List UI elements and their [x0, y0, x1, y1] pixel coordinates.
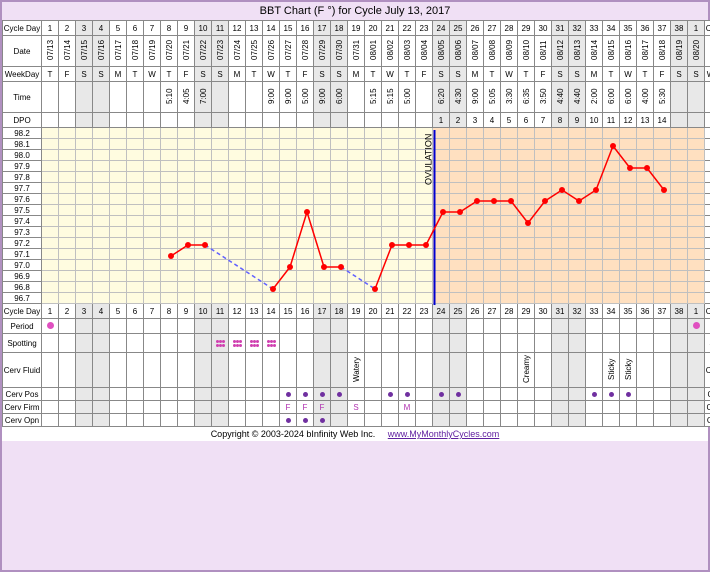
temp-point [559, 187, 565, 193]
temp-point [525, 220, 531, 226]
temp-point [304, 209, 310, 215]
temp-point [576, 198, 582, 204]
temp-point [627, 165, 633, 171]
temperature-line-chart: OVULATION [2, 2, 710, 574]
temp-point [321, 264, 327, 270]
temp-point [168, 253, 174, 259]
temp-point [474, 198, 480, 204]
temp-point [406, 242, 412, 248]
temp-point [491, 198, 497, 204]
temp-point [542, 198, 548, 204]
temp-point [389, 242, 395, 248]
temp-point [338, 264, 344, 270]
temp-point [423, 242, 429, 248]
ovulation-label: OVULATION [424, 134, 434, 185]
temp-point [457, 209, 463, 215]
temp-point [270, 286, 276, 292]
temp-point [202, 242, 208, 248]
temp-point [440, 209, 446, 215]
bbt-chart-container: BBT Chart (F °) for Cycle July 13, 2017 … [0, 0, 710, 572]
temp-point [287, 264, 293, 270]
temp-point [644, 165, 650, 171]
temp-point [372, 286, 378, 292]
temp-point [593, 187, 599, 193]
temp-point [508, 198, 514, 204]
temp-point [185, 242, 191, 248]
temp-point [661, 187, 667, 193]
temp-point [610, 143, 616, 149]
